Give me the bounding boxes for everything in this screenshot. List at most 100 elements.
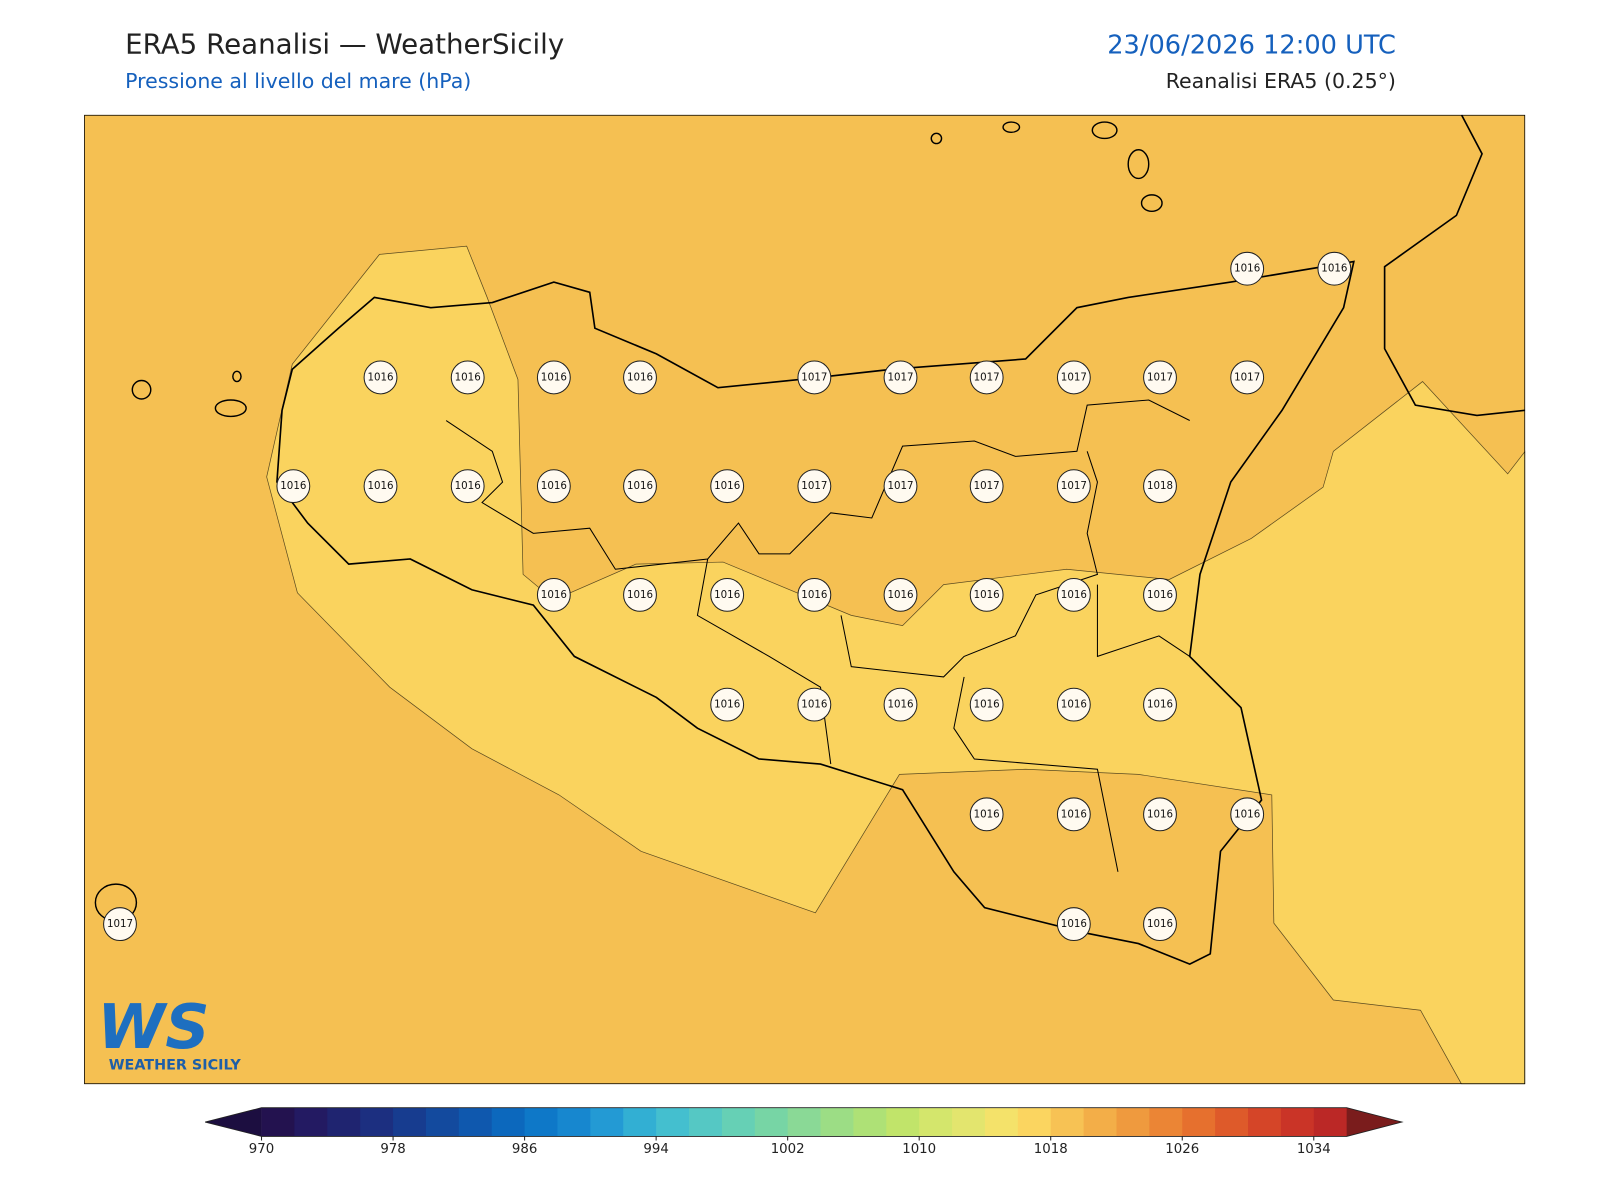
colorbar-over xyxy=(1346,1107,1403,1137)
colorbar-tick-label: 978 xyxy=(380,1142,405,1157)
station-value: 1016 xyxy=(1321,263,1347,275)
colorbar-tick-label: 986 xyxy=(512,1142,537,1157)
station-marker xyxy=(1143,469,1177,504)
station-value: 1016 xyxy=(887,699,913,711)
station-marker xyxy=(1143,360,1177,395)
station-value: 1017 xyxy=(887,480,913,492)
station-value: 1016 xyxy=(714,699,740,711)
station-marker xyxy=(797,687,832,722)
colorbar-segment xyxy=(327,1107,361,1137)
station-marker xyxy=(797,577,832,612)
colorbar-tick-label: 1026 xyxy=(1165,1142,1199,1157)
station-value: 1016 xyxy=(974,808,1000,820)
colorbar-tick-label: 1002 xyxy=(771,1142,805,1157)
datetime: 23/06/2026 12:00 UTC xyxy=(1107,30,1396,60)
station-marker xyxy=(969,797,1004,832)
station-marker xyxy=(623,577,657,612)
colorbar-tick-label: 970 xyxy=(249,1142,274,1157)
station-value: 1018 xyxy=(1147,480,1173,492)
sicily-coast xyxy=(276,260,1355,966)
station-marker xyxy=(1143,577,1177,612)
station-value: 1016 xyxy=(1061,699,1087,711)
station-marker xyxy=(1230,251,1265,286)
pressure-contour xyxy=(266,245,1526,1085)
station-value: 1016 xyxy=(714,480,740,492)
colorbar-under xyxy=(205,1107,262,1137)
station-marker xyxy=(883,360,918,395)
station-value: 1016 xyxy=(1061,808,1087,820)
calabria-coast xyxy=(1383,114,1526,417)
colorbar-segment xyxy=(393,1107,427,1137)
colorbar-segment xyxy=(557,1107,591,1137)
station-marker xyxy=(536,360,571,395)
station-value: 1017 xyxy=(1234,371,1260,383)
colorbar-segment xyxy=(1248,1107,1282,1137)
logo-mark: WS xyxy=(97,991,209,1063)
station-value: 1016 xyxy=(627,480,653,492)
station-value: 1016 xyxy=(1061,918,1087,930)
province-borders xyxy=(445,399,1191,872)
station-marker xyxy=(969,687,1004,722)
station-value: 1016 xyxy=(1147,589,1173,601)
colorbar-segment xyxy=(261,1107,295,1137)
station-marker xyxy=(623,469,657,504)
colorbar-tick-label: 994 xyxy=(643,1142,668,1157)
station-marker xyxy=(623,360,657,395)
colorbar-segment xyxy=(886,1107,920,1137)
colorbar: 970 978 986 994 1002 1010 1018 1026 1034 xyxy=(205,1107,1404,1157)
station-value: 1016 xyxy=(974,589,1000,601)
colorbar-tick-label: 1018 xyxy=(1034,1142,1068,1157)
logo-name: WEATHER SICILY xyxy=(109,1058,242,1074)
station-marker xyxy=(1056,907,1091,942)
station-labels: 1016 1016 1016 1016 1016 1016 1017 1017 1017 1017… xyxy=(103,251,1352,942)
station-value: 1016 xyxy=(541,371,567,383)
station-value: 1016 xyxy=(974,699,1000,711)
colorbar-segment xyxy=(1280,1107,1315,1137)
colorbar-tick-label: 1010 xyxy=(902,1142,936,1157)
colorbar-segment xyxy=(1313,1107,1348,1137)
station-value: 1016 xyxy=(367,480,393,492)
station-marker xyxy=(1056,577,1091,612)
station-value: 1017 xyxy=(887,371,913,383)
station-marker xyxy=(797,469,832,504)
station-value: 1016 xyxy=(455,371,481,383)
colorbar-tick-label: 1034 xyxy=(1297,1142,1331,1157)
colorbar-segment xyxy=(425,1107,460,1137)
station-marker xyxy=(363,469,398,504)
station-marker xyxy=(969,577,1004,612)
station-marker xyxy=(883,577,918,612)
station-value: 1016 xyxy=(1147,699,1173,711)
colorbar-segment xyxy=(1215,1107,1249,1137)
colorbar-segment xyxy=(1017,1107,1052,1137)
station-value: 1017 xyxy=(1061,480,1087,492)
station-marker xyxy=(450,469,485,504)
station-marker xyxy=(363,360,398,395)
logo: WS WEATHER SICILY xyxy=(97,991,241,1074)
colorbar-segment xyxy=(458,1107,493,1137)
station-marker xyxy=(883,469,918,504)
station-value: 1016 xyxy=(1061,589,1087,601)
station-value: 1017 xyxy=(974,480,1000,492)
station-marker xyxy=(1143,907,1177,942)
colorbar-segment xyxy=(524,1107,558,1137)
station-value: 1016 xyxy=(714,589,740,601)
source: Reanalisi ERA5 (0.25°) xyxy=(1166,69,1396,93)
colorbar-segment xyxy=(1149,1107,1183,1137)
colorbar-segment xyxy=(294,1107,328,1137)
colorbar-segment xyxy=(1182,1107,1216,1137)
colorbar-segment xyxy=(820,1107,854,1137)
station-value: 1016 xyxy=(455,480,481,492)
station-value: 1016 xyxy=(1234,263,1260,275)
station-marker xyxy=(710,469,745,504)
station-value: 1016 xyxy=(541,480,567,492)
station-value: 1016 xyxy=(801,589,827,601)
station-marker xyxy=(450,360,485,395)
station-marker xyxy=(1317,251,1352,286)
subtitle: Pressione al livello del mare (hPa) xyxy=(125,69,471,93)
station-marker xyxy=(1143,687,1177,722)
station-marker xyxy=(1143,797,1177,832)
station-value: 1016 xyxy=(627,589,653,601)
colorbar-segment xyxy=(754,1107,789,1137)
colorbar-segment xyxy=(1050,1107,1085,1137)
